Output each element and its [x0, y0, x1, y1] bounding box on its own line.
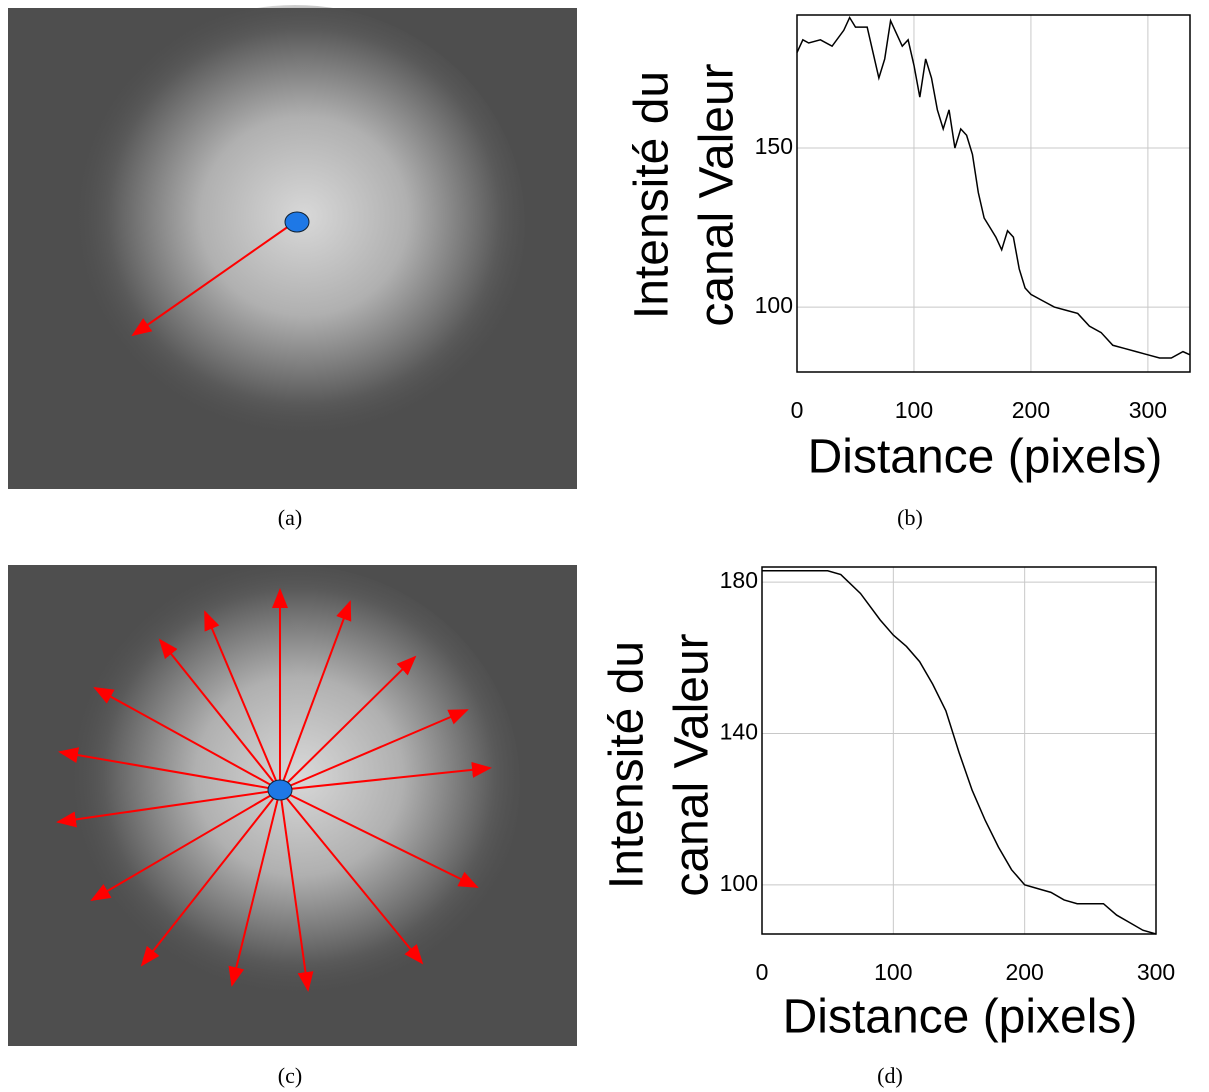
arrow	[279, 789, 314, 992]
arrow	[93, 687, 281, 791]
arrow	[228, 789, 281, 987]
plot-frame	[796, 14, 1191, 373]
photo-a	[8, 5, 577, 489]
y-tick-label: 140	[720, 719, 758, 745]
center-point	[267, 779, 293, 801]
y-tick-label: 100	[720, 870, 758, 896]
x-tick-label: 300	[1137, 959, 1175, 985]
arrow	[204, 610, 281, 791]
arrow	[279, 600, 352, 791]
caption: (d)	[877, 1063, 903, 1088]
arrow	[279, 655, 417, 791]
plot-frame	[761, 566, 1157, 935]
x-tick-label: 100	[895, 397, 933, 423]
arrow	[58, 747, 281, 791]
caption: (b)	[897, 505, 923, 530]
y-tick-label: 150	[755, 133, 793, 159]
y-axis-label: canal Valeur	[666, 633, 719, 896]
arrow	[279, 789, 479, 888]
plot-area	[797, 15, 1190, 372]
x-axis-label: Distance (pixels)	[783, 991, 1138, 1044]
arrow	[279, 761, 492, 791]
photo-c	[8, 565, 577, 1046]
y-tick-label: 180	[720, 567, 758, 593]
x-axis-label: Distance (pixels)	[808, 431, 1163, 484]
x-tick-label: 0	[756, 959, 769, 985]
arrow	[158, 638, 281, 791]
arrow	[56, 789, 281, 828]
data-line	[796, 15, 1191, 359]
data-line	[762, 570, 1157, 935]
x-tick-label: 0	[791, 397, 804, 423]
x-tick-label: 300	[1129, 397, 1167, 423]
arrow	[90, 789, 281, 902]
x-tick-label: 200	[1005, 959, 1043, 985]
arrow	[279, 709, 469, 791]
arrow	[140, 789, 281, 967]
x-tick-label: 100	[874, 959, 912, 985]
arrow	[279, 789, 424, 965]
x-tick-label: 200	[1012, 397, 1050, 423]
y-axis-label: canal Valeur	[691, 63, 744, 326]
y-axis-label: Intensité du	[626, 71, 679, 319]
y-tick-label: 100	[755, 292, 793, 318]
y-axis-label: Intensité du	[601, 641, 654, 889]
caption: (c)	[278, 1063, 302, 1088]
caption: (a)	[278, 505, 302, 530]
